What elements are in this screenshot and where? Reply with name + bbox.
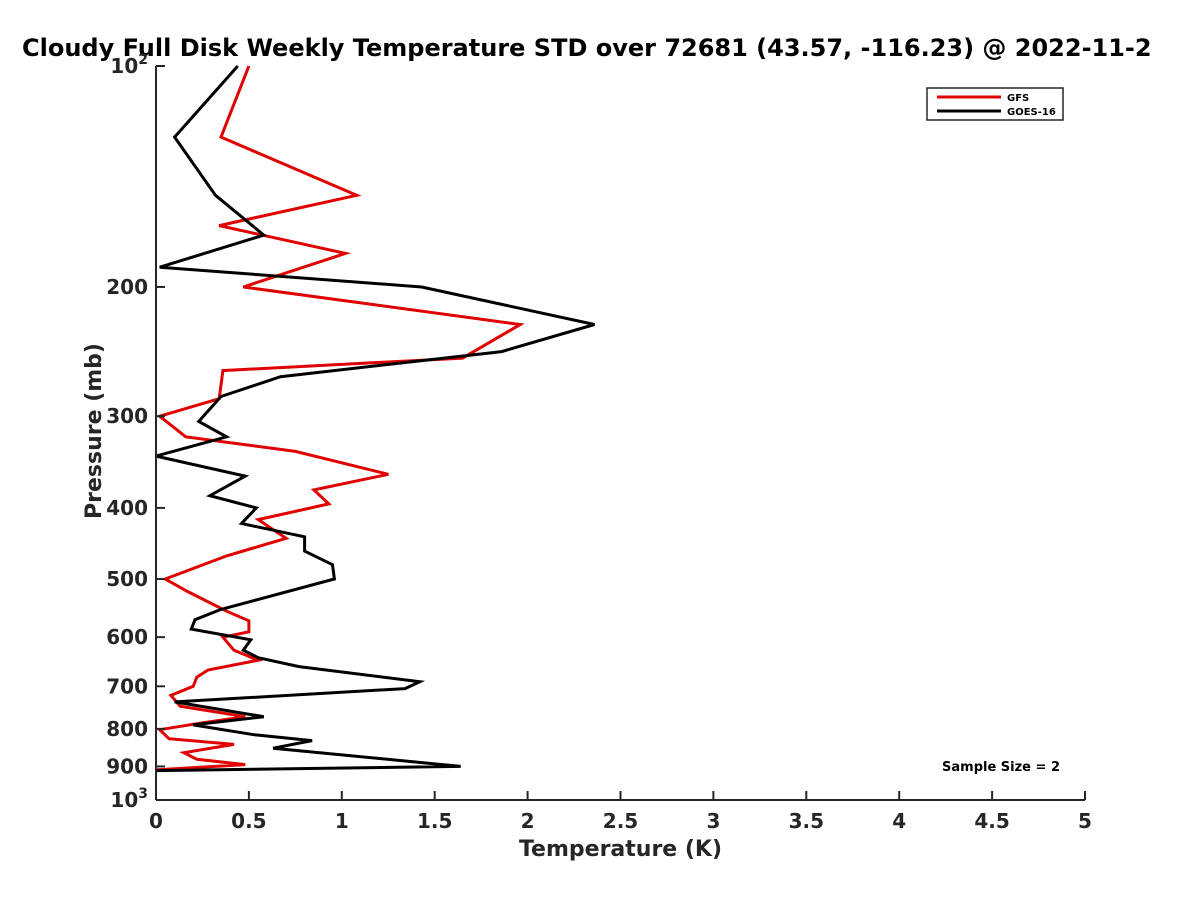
series-line-goes-16 [155, 65, 595, 773]
y-tick-label: 400 [106, 496, 148, 520]
x-tick-label: 3.5 [789, 809, 824, 833]
y-tick-label: 300 [106, 404, 148, 428]
axes [155, 66, 1085, 801]
legend-label: GOES-16 [1007, 107, 1056, 118]
chart-title: Cloudy Full Disk Weekly Temperature STD … [22, 34, 1152, 62]
x-tick-label: 3 [706, 809, 720, 833]
x-axis-label: Temperature (K) [519, 837, 722, 862]
series-line-gfs [155, 65, 525, 772]
x-tick-label: 4 [892, 809, 906, 833]
legend-box [926, 87, 1064, 121]
x-tick-label: 1 [335, 809, 349, 833]
legend: GFS GOES-16 [926, 87, 1064, 121]
y-tick-label: 500 [106, 567, 148, 591]
x-tick-label: 0.5 [231, 809, 266, 833]
y-tick-label: 102 [110, 52, 148, 78]
y-tick-label: 800 [106, 717, 148, 741]
y-tick-label: 103 [110, 786, 148, 812]
x-axis-ticks: 0 0.5 1 1.5 2 2.5 3 3.5 4 4.5 5 [149, 791, 1092, 833]
x-tick-label: 2.5 [603, 809, 638, 833]
x-tick-label: 1.5 [417, 809, 452, 833]
y-tick-label: 600 [106, 625, 148, 649]
x-tick-label: 2 [521, 809, 535, 833]
y-tick-label: 900 [106, 754, 148, 778]
y-axis-label: Pressure (mb) [82, 343, 107, 519]
sample-size-annotation: Sample Size = 2 [942, 760, 1060, 775]
y-tick-label: 200 [106, 275, 148, 299]
x-tick-label: 5 [1078, 809, 1092, 833]
y-tick-label: 700 [106, 674, 148, 698]
plot-lines [155, 65, 595, 773]
y-axis-ticks: 102 200 300 400 500 600 700 800 900 103 [106, 52, 165, 812]
legend-label: GFS [1007, 93, 1029, 104]
x-tick-label: 4.5 [974, 809, 1009, 833]
x-tick-label: 0 [149, 809, 163, 833]
